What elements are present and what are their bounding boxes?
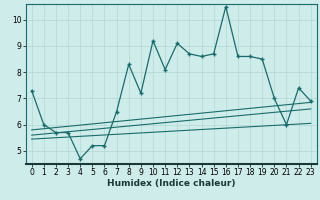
X-axis label: Humidex (Indice chaleur): Humidex (Indice chaleur) (107, 179, 236, 188)
